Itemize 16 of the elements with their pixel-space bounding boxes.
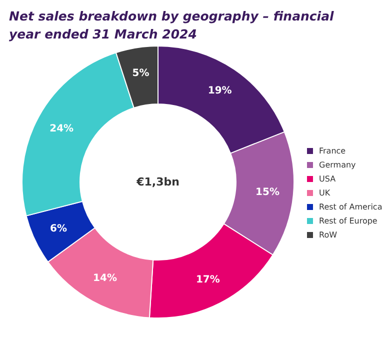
data-label: 17% [196, 274, 220, 286]
legend-label: USA [319, 174, 336, 184]
legend-label: Germany [319, 160, 356, 170]
data-label: 14% [93, 272, 117, 284]
chart-title: Net sales breakdown by geography – financial year ended 31 March 2024 [9, 8, 338, 42]
data-label: 6% [50, 223, 67, 234]
legend-label: Rest of America [319, 202, 382, 212]
data-label: 5% [132, 68, 150, 79]
legend-label: RoW [319, 230, 338, 240]
data-label: 24% [50, 124, 74, 135]
legend-label: France [319, 146, 346, 156]
data-label: 19% [208, 86, 232, 97]
legend-label: UK [319, 188, 331, 198]
data-label: 15% [256, 186, 280, 198]
legend-label: Rest of Europe [319, 216, 378, 226]
text: €1,3bn [136, 176, 180, 188]
